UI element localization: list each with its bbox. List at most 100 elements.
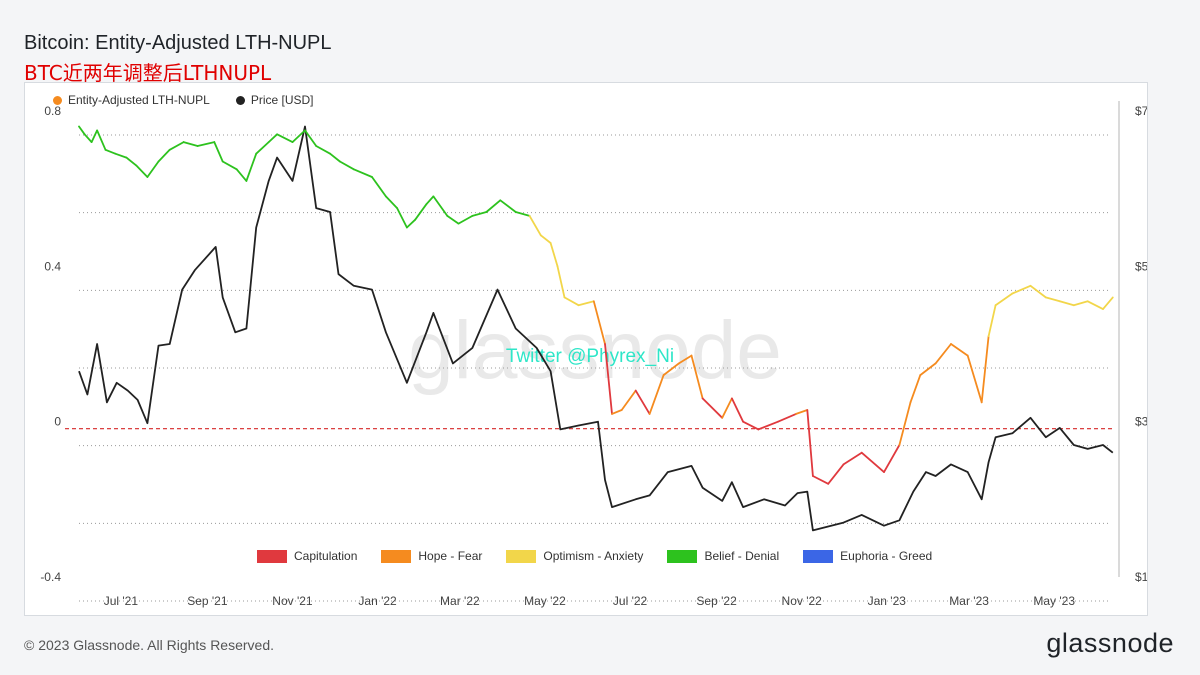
legend-swatch-icon bbox=[381, 549, 412, 563]
x-tick-label: Sep '21 bbox=[187, 594, 228, 608]
nupl-segment bbox=[860, 451, 885, 474]
nupl-segment bbox=[414, 203, 428, 221]
nupl-segment bbox=[96, 129, 107, 151]
nupl-segment bbox=[471, 211, 488, 217]
y-left-tick-label: 0 bbox=[54, 415, 61, 429]
x-tick-label: Jul '22 bbox=[613, 594, 648, 608]
legend-item-optimism-anxiety[interactable]: Optimism - Anxiety bbox=[506, 549, 643, 563]
legend-item-euphoria-greed[interactable]: Euphoria - Greed bbox=[803, 549, 932, 563]
nupl-segment bbox=[827, 463, 845, 485]
gridlines bbox=[65, 101, 1120, 602]
nupl-segment bbox=[592, 300, 606, 345]
nupl-segment bbox=[934, 343, 952, 365]
chart-subtitle: BTC近两年调整后LTHNUPL bbox=[24, 61, 272, 85]
nupl-segment bbox=[648, 374, 665, 415]
nupl-segment bbox=[909, 374, 922, 404]
nupl-segment bbox=[549, 242, 559, 268]
nupl-segment bbox=[611, 409, 623, 415]
copyright-text: © 2023 Glassnode. All Rights Reserved. bbox=[24, 637, 275, 653]
nupl-segment bbox=[795, 409, 809, 415]
legend-item-hope-fear[interactable]: Hope - Fear bbox=[381, 549, 482, 563]
x-tick-label: Nov '21 bbox=[272, 594, 313, 608]
nupl-segment bbox=[329, 152, 341, 163]
y-left-tick-label: 0.8 bbox=[44, 104, 61, 118]
x-tick-label: Mar '22 bbox=[440, 594, 480, 608]
legend-label: Capitulation bbox=[294, 549, 358, 563]
watermark-layer: glassnode Twitter @Phyrex_Ni bbox=[408, 305, 782, 396]
legend-dot-icon bbox=[235, 95, 245, 105]
x-tick-label: Mar '23 bbox=[949, 594, 989, 608]
y-left-tick-label: -0.4 bbox=[40, 570, 61, 584]
legend-label: Price [USD] bbox=[250, 93, 314, 107]
nupl-segment bbox=[1011, 284, 1032, 295]
nupl-segment bbox=[315, 145, 332, 155]
nupl-segment bbox=[90, 129, 98, 143]
nupl-segment bbox=[371, 176, 387, 198]
legend-label: Euphoria - Greed bbox=[840, 549, 933, 563]
nupl-segment bbox=[994, 292, 1014, 307]
nupl-segment bbox=[384, 195, 399, 209]
nupl-segment bbox=[620, 389, 637, 411]
x-axis: Jul '21 Sep '21 Nov '21 Jan '22 Mar '22 May '… bbox=[104, 594, 1076, 608]
nupl-segment bbox=[690, 354, 704, 400]
y-right-tick-label: $50k bbox=[1135, 259, 1147, 273]
nupl-segment bbox=[806, 409, 814, 477]
nupl-segment bbox=[352, 168, 373, 178]
y-right-tick-label: $10k bbox=[1135, 570, 1147, 584]
nupl-segment bbox=[425, 195, 435, 206]
nupl-segment bbox=[432, 195, 449, 217]
nupl-segment bbox=[757, 420, 779, 431]
nupl-segment bbox=[563, 296, 580, 307]
chart-card: Entity-Adjusted LTH-NUPL Price [USD] gla… bbox=[24, 82, 1148, 616]
legend-item-belief-denial[interactable]: Belief - Denial bbox=[667, 549, 779, 563]
x-tick-label: Sep '22 bbox=[696, 594, 737, 608]
nupl-segment bbox=[235, 168, 248, 182]
nupl-segment bbox=[104, 148, 117, 155]
top-legend: Entity-Adjusted LTH-NUPL Price [USD] bbox=[53, 93, 314, 107]
legend-label: Entity-Adjusted LTH-NUPL bbox=[68, 93, 210, 107]
nupl-segment bbox=[78, 125, 86, 136]
x-tick-label: Jan '23 bbox=[868, 594, 907, 608]
y-right-tick-label: $30k bbox=[1135, 415, 1147, 429]
nupl-segment bbox=[883, 444, 901, 474]
nupl-segment bbox=[701, 397, 724, 419]
nupl-segment bbox=[304, 129, 318, 147]
zone-legend: Capitulation Hope - Fear Optimism - Anxi… bbox=[257, 549, 932, 563]
nupl-segment bbox=[1072, 300, 1089, 307]
nupl-segment bbox=[221, 160, 238, 171]
x-tick-label: May '23 bbox=[1033, 594, 1075, 608]
nupl-segment bbox=[1086, 300, 1104, 311]
nupl-segment bbox=[499, 199, 517, 213]
x-tick-label: Jan '22 bbox=[358, 594, 397, 608]
y-right-tick-label: $70k bbox=[1135, 104, 1147, 118]
x-tick-label: Nov '22 bbox=[782, 594, 823, 608]
chart-title: Bitcoin: Entity-Adjusted LTH-NUPL bbox=[24, 32, 332, 54]
legend-label: Hope - Fear bbox=[418, 549, 483, 563]
nupl-segment bbox=[919, 362, 937, 377]
legend-item-price[interactable]: Price [USD] bbox=[235, 93, 314, 107]
x-tick-label: May '22 bbox=[524, 594, 566, 608]
nupl-segment bbox=[276, 133, 294, 143]
nupl-segment bbox=[1029, 284, 1047, 299]
nupl-segment bbox=[83, 133, 93, 143]
nupl-segment bbox=[731, 397, 744, 423]
nupl-segment bbox=[168, 141, 185, 151]
nupl-segment bbox=[742, 420, 760, 431]
nupl-segment bbox=[898, 401, 912, 446]
nupl-segment bbox=[1058, 300, 1075, 307]
x-tick-label: Jul '21 bbox=[104, 594, 139, 608]
nupl-segment bbox=[405, 218, 417, 229]
nupl-segment bbox=[182, 141, 199, 147]
nupl-segment bbox=[457, 214, 474, 225]
nupl-segment bbox=[950, 343, 969, 357]
nupl-segment bbox=[196, 141, 216, 147]
nupl-segment bbox=[114, 152, 128, 159]
nupl-segment bbox=[556, 265, 566, 299]
nupl-segment bbox=[539, 234, 552, 244]
nupl-segment bbox=[396, 207, 408, 229]
nupl-segment bbox=[135, 164, 149, 178]
legend-item-capitulation[interactable]: Capitulation bbox=[257, 549, 357, 563]
legend-item-lth-nupl[interactable]: Entity-Adjusted LTH-NUPL bbox=[53, 93, 210, 107]
nupl-segment bbox=[678, 354, 693, 365]
nupl-segment bbox=[577, 300, 595, 307]
